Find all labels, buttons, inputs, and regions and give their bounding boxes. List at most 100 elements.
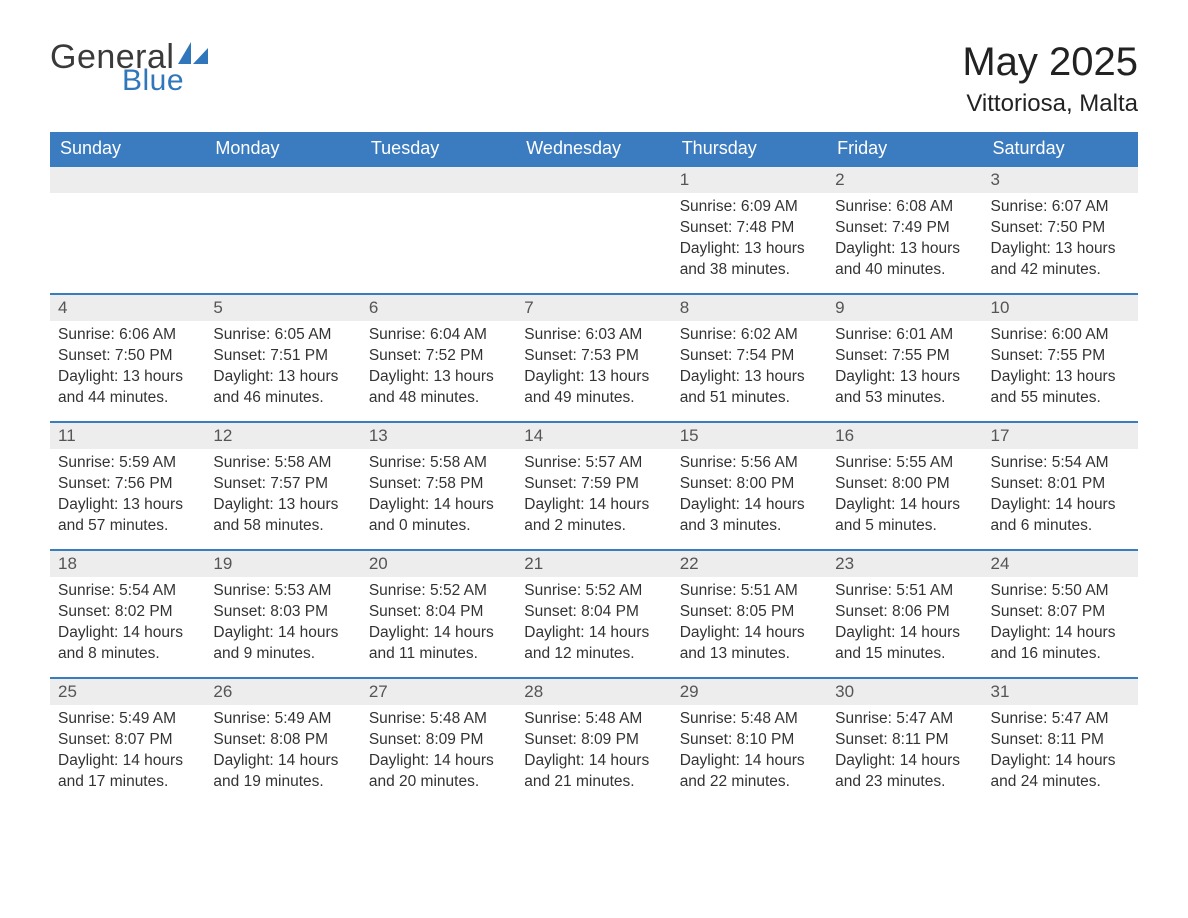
day-number: 19 <box>205 551 360 577</box>
day-cell: 21Sunrise: 5:52 AMSunset: 8:04 PMDayligh… <box>516 550 671 678</box>
empty-cell <box>361 166 516 294</box>
day-number: 3 <box>983 167 1138 193</box>
day-number: 27 <box>361 679 516 705</box>
sunset-line: Sunset: 7:50 PM <box>991 218 1130 239</box>
weekday-header: Tuesday <box>361 132 516 166</box>
sunset-line: Sunset: 7:57 PM <box>213 474 352 495</box>
sunset-line: Sunset: 7:58 PM <box>369 474 508 495</box>
sunrise-line: Sunrise: 6:05 AM <box>213 325 352 346</box>
daylight-line: Daylight: 14 hours and 23 minutes. <box>835 751 974 793</box>
sunrise-line: Sunrise: 5:51 AM <box>680 581 819 602</box>
day-cell: 30Sunrise: 5:47 AMSunset: 8:11 PMDayligh… <box>827 678 982 806</box>
calendar-row: 18Sunrise: 5:54 AMSunset: 8:02 PMDayligh… <box>50 550 1138 678</box>
sunrise-line: Sunrise: 5:50 AM <box>991 581 1130 602</box>
day-details: Sunrise: 6:04 AMSunset: 7:52 PMDaylight:… <box>361 321 516 419</box>
sunrise-line: Sunrise: 6:03 AM <box>524 325 663 346</box>
day-cell: 8Sunrise: 6:02 AMSunset: 7:54 PMDaylight… <box>672 294 827 422</box>
sunrise-line: Sunrise: 5:48 AM <box>369 709 508 730</box>
daylight-line: Daylight: 14 hours and 8 minutes. <box>58 623 197 665</box>
sunset-line: Sunset: 7:54 PM <box>680 346 819 367</box>
weekday-header: Monday <box>205 132 360 166</box>
sunset-line: Sunset: 7:59 PM <box>524 474 663 495</box>
sunrise-line: Sunrise: 5:55 AM <box>835 453 974 474</box>
daylight-line: Daylight: 14 hours and 6 minutes. <box>991 495 1130 537</box>
day-cell: 20Sunrise: 5:52 AMSunset: 8:04 PMDayligh… <box>361 550 516 678</box>
empty-cell <box>205 166 360 294</box>
day-details: Sunrise: 5:54 AMSunset: 8:02 PMDaylight:… <box>50 577 205 675</box>
sunset-line: Sunset: 7:55 PM <box>991 346 1130 367</box>
day-number: 10 <box>983 295 1138 321</box>
daylight-line: Daylight: 13 hours and 51 minutes. <box>680 367 819 409</box>
day-cell: 22Sunrise: 5:51 AMSunset: 8:05 PMDayligh… <box>672 550 827 678</box>
day-details: Sunrise: 6:01 AMSunset: 7:55 PMDaylight:… <box>827 321 982 419</box>
sunset-line: Sunset: 8:09 PM <box>524 730 663 751</box>
daylight-line: Daylight: 14 hours and 11 minutes. <box>369 623 508 665</box>
sunset-line: Sunset: 8:03 PM <box>213 602 352 623</box>
sunset-line: Sunset: 8:06 PM <box>835 602 974 623</box>
daylight-line: Daylight: 14 hours and 12 minutes. <box>524 623 663 665</box>
calendar-page: General Blue May 2025 Vittoriosa, Malta … <box>0 0 1188 846</box>
day-cell: 16Sunrise: 5:55 AMSunset: 8:00 PMDayligh… <box>827 422 982 550</box>
page-header: General Blue May 2025 Vittoriosa, Malta <box>50 40 1138 118</box>
day-number: 11 <box>50 423 205 449</box>
day-cell: 17Sunrise: 5:54 AMSunset: 8:01 PMDayligh… <box>983 422 1138 550</box>
calendar-row: 25Sunrise: 5:49 AMSunset: 8:07 PMDayligh… <box>50 678 1138 806</box>
sunrise-line: Sunrise: 6:04 AM <box>369 325 508 346</box>
day-cell: 28Sunrise: 5:48 AMSunset: 8:09 PMDayligh… <box>516 678 671 806</box>
daylight-line: Daylight: 14 hours and 15 minutes. <box>835 623 974 665</box>
daylight-line: Daylight: 14 hours and 21 minutes. <box>524 751 663 793</box>
day-number: 1 <box>672 167 827 193</box>
daylight-line: Daylight: 13 hours and 48 minutes. <box>369 367 508 409</box>
sunset-line: Sunset: 8:07 PM <box>58 730 197 751</box>
day-cell: 15Sunrise: 5:56 AMSunset: 8:00 PMDayligh… <box>672 422 827 550</box>
day-details: Sunrise: 5:54 AMSunset: 8:01 PMDaylight:… <box>983 449 1138 547</box>
sunset-line: Sunset: 7:53 PM <box>524 346 663 367</box>
day-details: Sunrise: 5:56 AMSunset: 8:00 PMDaylight:… <box>672 449 827 547</box>
daylight-line: Daylight: 14 hours and 13 minutes. <box>680 623 819 665</box>
day-number: 29 <box>672 679 827 705</box>
sunset-line: Sunset: 7:52 PM <box>369 346 508 367</box>
sunrise-line: Sunrise: 6:07 AM <box>991 197 1130 218</box>
day-cell: 5Sunrise: 6:05 AMSunset: 7:51 PMDaylight… <box>205 294 360 422</box>
sunrise-line: Sunrise: 5:58 AM <box>213 453 352 474</box>
day-details: Sunrise: 5:48 AMSunset: 8:09 PMDaylight:… <box>516 705 671 803</box>
day-cell: 14Sunrise: 5:57 AMSunset: 7:59 PMDayligh… <box>516 422 671 550</box>
weekday-header: Wednesday <box>516 132 671 166</box>
sunset-line: Sunset: 7:49 PM <box>835 218 974 239</box>
daylight-line: Daylight: 13 hours and 58 minutes. <box>213 495 352 537</box>
day-details: Sunrise: 5:53 AMSunset: 8:03 PMDaylight:… <box>205 577 360 675</box>
day-cell: 24Sunrise: 5:50 AMSunset: 8:07 PMDayligh… <box>983 550 1138 678</box>
day-details: Sunrise: 6:02 AMSunset: 7:54 PMDaylight:… <box>672 321 827 419</box>
sunset-line: Sunset: 8:04 PM <box>524 602 663 623</box>
calendar-body: 1Sunrise: 6:09 AMSunset: 7:48 PMDaylight… <box>50 166 1138 806</box>
sunrise-line: Sunrise: 5:57 AM <box>524 453 663 474</box>
sunrise-line: Sunrise: 5:58 AM <box>369 453 508 474</box>
day-details: Sunrise: 5:50 AMSunset: 8:07 PMDaylight:… <box>983 577 1138 675</box>
day-cell: 7Sunrise: 6:03 AMSunset: 7:53 PMDaylight… <box>516 294 671 422</box>
sunrise-line: Sunrise: 6:02 AM <box>680 325 819 346</box>
day-number: 20 <box>361 551 516 577</box>
day-number: 8 <box>672 295 827 321</box>
sunset-line: Sunset: 7:56 PM <box>58 474 197 495</box>
day-number: 12 <box>205 423 360 449</box>
day-details: Sunrise: 5:58 AMSunset: 7:58 PMDaylight:… <box>361 449 516 547</box>
sunrise-line: Sunrise: 6:00 AM <box>991 325 1130 346</box>
day-details: Sunrise: 5:49 AMSunset: 8:07 PMDaylight:… <box>50 705 205 803</box>
sunset-line: Sunset: 8:11 PM <box>835 730 974 751</box>
day-details: Sunrise: 5:49 AMSunset: 8:08 PMDaylight:… <box>205 705 360 803</box>
day-number: 28 <box>516 679 671 705</box>
day-cell: 29Sunrise: 5:48 AMSunset: 8:10 PMDayligh… <box>672 678 827 806</box>
day-number: 7 <box>516 295 671 321</box>
calendar-row: 4Sunrise: 6:06 AMSunset: 7:50 PMDaylight… <box>50 294 1138 422</box>
sunrise-line: Sunrise: 5:49 AM <box>213 709 352 730</box>
sunrise-line: Sunrise: 6:09 AM <box>680 197 819 218</box>
sunrise-line: Sunrise: 5:56 AM <box>680 453 819 474</box>
day-number: 23 <box>827 551 982 577</box>
day-cell: 23Sunrise: 5:51 AMSunset: 8:06 PMDayligh… <box>827 550 982 678</box>
day-cell: 27Sunrise: 5:48 AMSunset: 8:09 PMDayligh… <box>361 678 516 806</box>
day-number: 24 <box>983 551 1138 577</box>
day-cell: 13Sunrise: 5:58 AMSunset: 7:58 PMDayligh… <box>361 422 516 550</box>
day-details: Sunrise: 5:52 AMSunset: 8:04 PMDaylight:… <box>361 577 516 675</box>
sunset-line: Sunset: 8:04 PM <box>369 602 508 623</box>
daylight-line: Daylight: 14 hours and 0 minutes. <box>369 495 508 537</box>
